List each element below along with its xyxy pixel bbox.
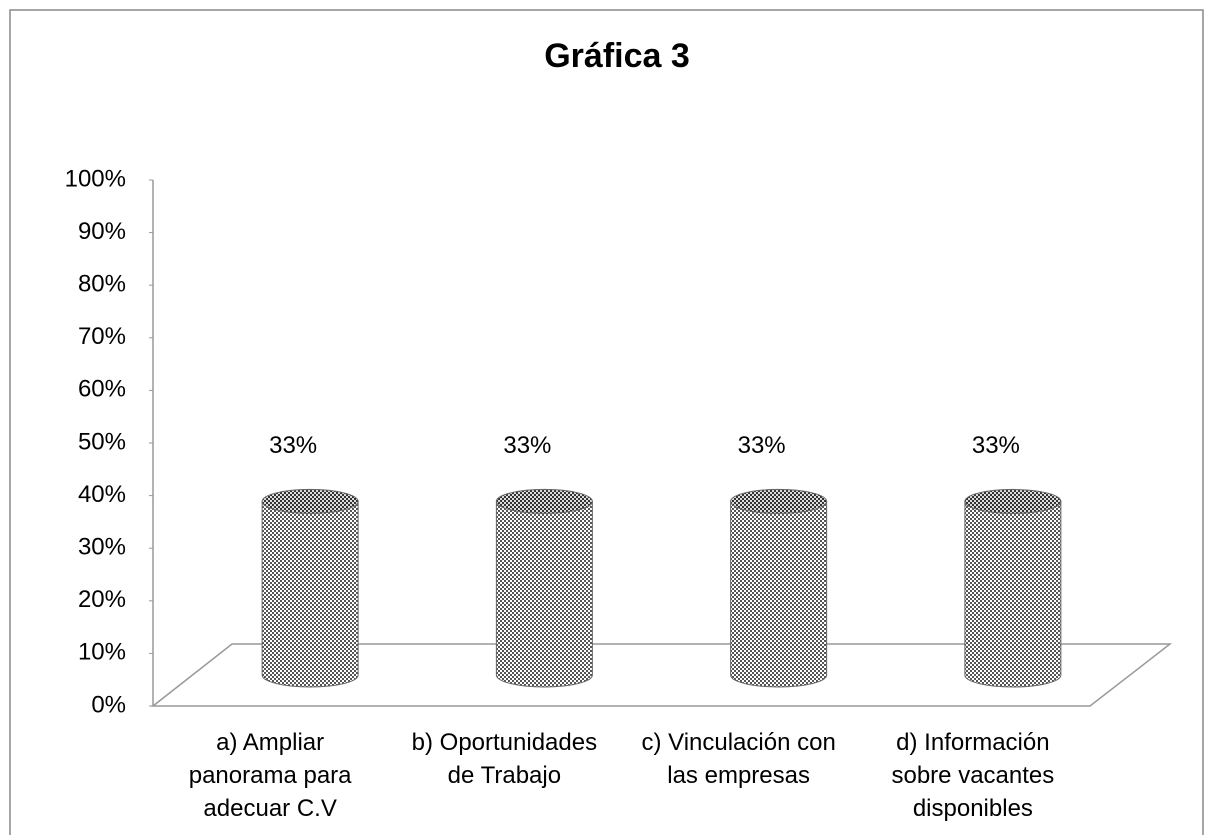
- y-tick-label: 90%: [78, 218, 126, 245]
- x-tick-label: a) Ampliar panorama para adecuar C.V: [188, 729, 352, 822]
- value-label: 33%: [738, 432, 786, 459]
- cylinder-body: [495, 500, 593, 688]
- y-tick-label: 80%: [78, 271, 126, 298]
- value-label: 33%: [972, 432, 1020, 459]
- y-tick-label: 60%: [78, 376, 126, 403]
- x-tick-label: b) Oportunidades de Trabajo: [411, 729, 598, 789]
- y-tick-label: 30%: [78, 534, 126, 561]
- value-label: 33%: [269, 432, 317, 459]
- x-tick-label: d) Información sobre vacantes disponible…: [891, 729, 1055, 822]
- y-tick-label: 40%: [78, 481, 126, 508]
- cylinder-top: [730, 488, 828, 514]
- cylinder-top: [964, 488, 1062, 514]
- cylinder-top: [495, 488, 593, 514]
- cylinder-top: [261, 488, 359, 514]
- y-tick-label: 20%: [78, 586, 126, 613]
- y-tick-label: 50%: [78, 428, 126, 455]
- value-label: 33%: [503, 432, 551, 459]
- y-tick-label: 10%: [78, 639, 126, 666]
- x-tick-label: c) Vinculación con las empresas: [641, 729, 836, 789]
- chart-title: Gráfica 3: [544, 37, 690, 75]
- cylinder-body: [730, 500, 828, 688]
- y-tick-label: 100%: [65, 165, 126, 192]
- y-tick-label: 70%: [78, 323, 126, 350]
- frame-border: [9, 9, 1204, 835]
- cylinder-body: [964, 500, 1062, 688]
- y-tick-label: 0%: [91, 691, 126, 718]
- floor: [150, 643, 1173, 707]
- cylinder-body: [261, 500, 359, 688]
